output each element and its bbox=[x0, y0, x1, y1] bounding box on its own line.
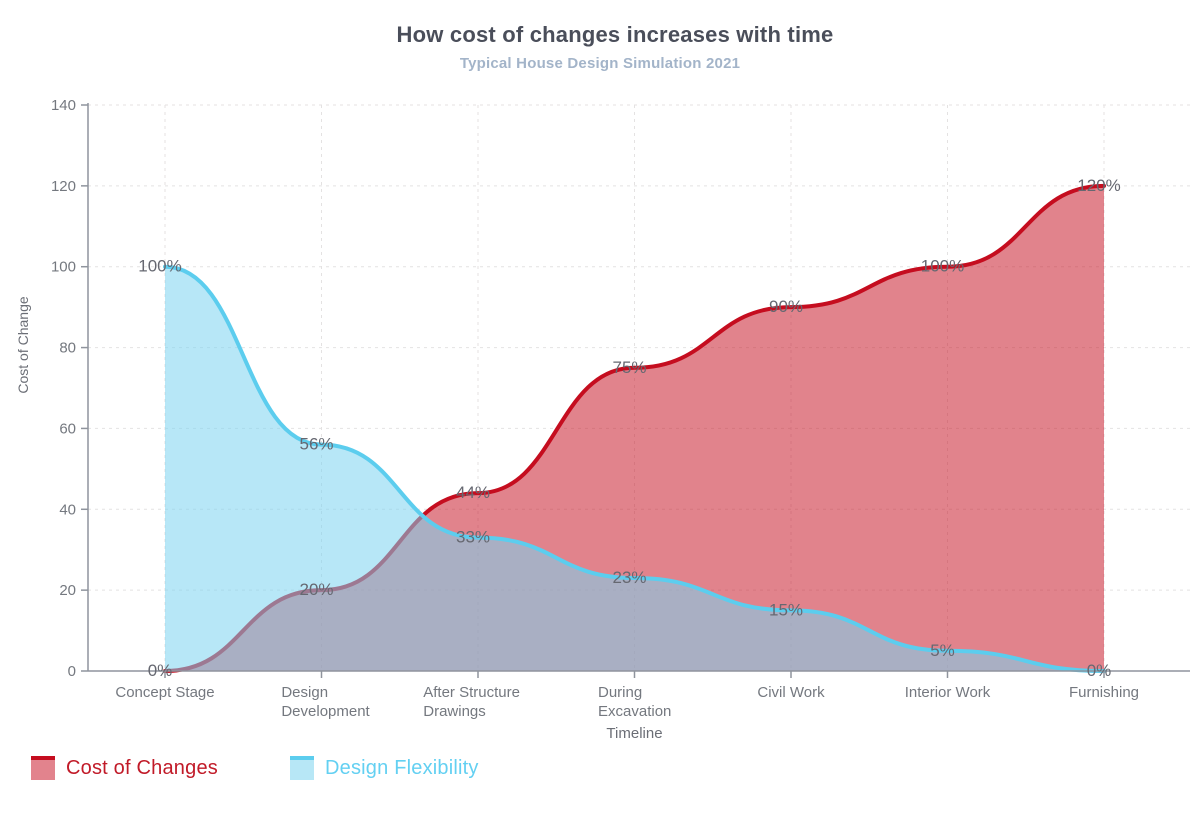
svg-text:140: 140 bbox=[51, 97, 76, 114]
svg-text:After Structure: After Structure bbox=[423, 684, 520, 701]
svg-text:Development: Development bbox=[281, 703, 370, 720]
svg-text:Design: Design bbox=[281, 684, 328, 701]
data-labels: 0% 20% 44% 75% 90% 100% 120% 100% 56% 33% 23% 15% 5%… bbox=[138, 176, 1120, 680]
svg-text:80: 80 bbox=[59, 340, 76, 357]
legend: Cost of Changes Design Flexibility bbox=[31, 756, 479, 780]
svg-text:0%: 0% bbox=[1087, 661, 1112, 680]
axis-titles: Timeline Cost of Change bbox=[15, 296, 663, 742]
series-design-flexibility bbox=[163, 264, 1106, 673]
legend-label-cost-of-changes: Cost of Changes bbox=[66, 756, 218, 779]
svg-text:Civil Work: Civil Work bbox=[757, 684, 825, 701]
svg-text:0: 0 bbox=[68, 663, 76, 680]
svg-text:Concept Stage: Concept Stage bbox=[115, 684, 214, 701]
area-1 bbox=[165, 266, 1104, 671]
legend-swatch-cost-of-changes bbox=[31, 756, 55, 780]
svg-text:Excavation: Excavation bbox=[598, 703, 671, 720]
svg-text:56%: 56% bbox=[299, 435, 333, 454]
axes bbox=[81, 103, 1190, 678]
x-axis-tick-labels: Concept Stage Design Development After Stru… bbox=[115, 684, 1139, 720]
svg-text:20%: 20% bbox=[299, 580, 333, 599]
svg-text:Furnishing: Furnishing bbox=[1069, 684, 1139, 701]
svg-text:40: 40 bbox=[59, 501, 76, 518]
line-1 bbox=[163, 264, 1106, 673]
legend-label-design-flexibility: Design Flexibility bbox=[324, 756, 479, 779]
legend-item-cost-of-changes[interactable]: Cost of Changes bbox=[31, 756, 218, 780]
svg-text:90%: 90% bbox=[769, 297, 803, 316]
svg-text:23%: 23% bbox=[612, 568, 646, 587]
svg-text:Timeline: Timeline bbox=[606, 725, 662, 742]
svg-text:0%: 0% bbox=[148, 661, 173, 680]
svg-text:33%: 33% bbox=[456, 528, 490, 547]
svg-text:75%: 75% bbox=[612, 358, 646, 377]
svg-text:120%: 120% bbox=[1077, 176, 1120, 195]
svg-text:Interior Work: Interior Work bbox=[905, 684, 991, 701]
svg-text:5%: 5% bbox=[930, 641, 955, 660]
y-axis-tick-labels: 0 20 40 60 80 100 120 140 bbox=[51, 97, 76, 680]
svg-text:20: 20 bbox=[59, 582, 76, 599]
svg-text:100%: 100% bbox=[138, 257, 181, 276]
svg-text:During: During bbox=[598, 684, 642, 701]
svg-text:44%: 44% bbox=[456, 483, 490, 502]
svg-text:100: 100 bbox=[51, 259, 76, 276]
legend-item-design-flexibility[interactable]: Design Flexibility bbox=[289, 756, 479, 780]
y-axis-title: Cost of Change bbox=[15, 296, 31, 393]
svg-text:100%: 100% bbox=[921, 257, 964, 276]
svg-text:120: 120 bbox=[51, 178, 76, 195]
svg-text:60: 60 bbox=[59, 420, 76, 437]
legend-swatch-design-flexibility bbox=[289, 756, 314, 780]
svg-text:15%: 15% bbox=[769, 600, 803, 619]
svg-text:Drawings: Drawings bbox=[423, 703, 486, 720]
